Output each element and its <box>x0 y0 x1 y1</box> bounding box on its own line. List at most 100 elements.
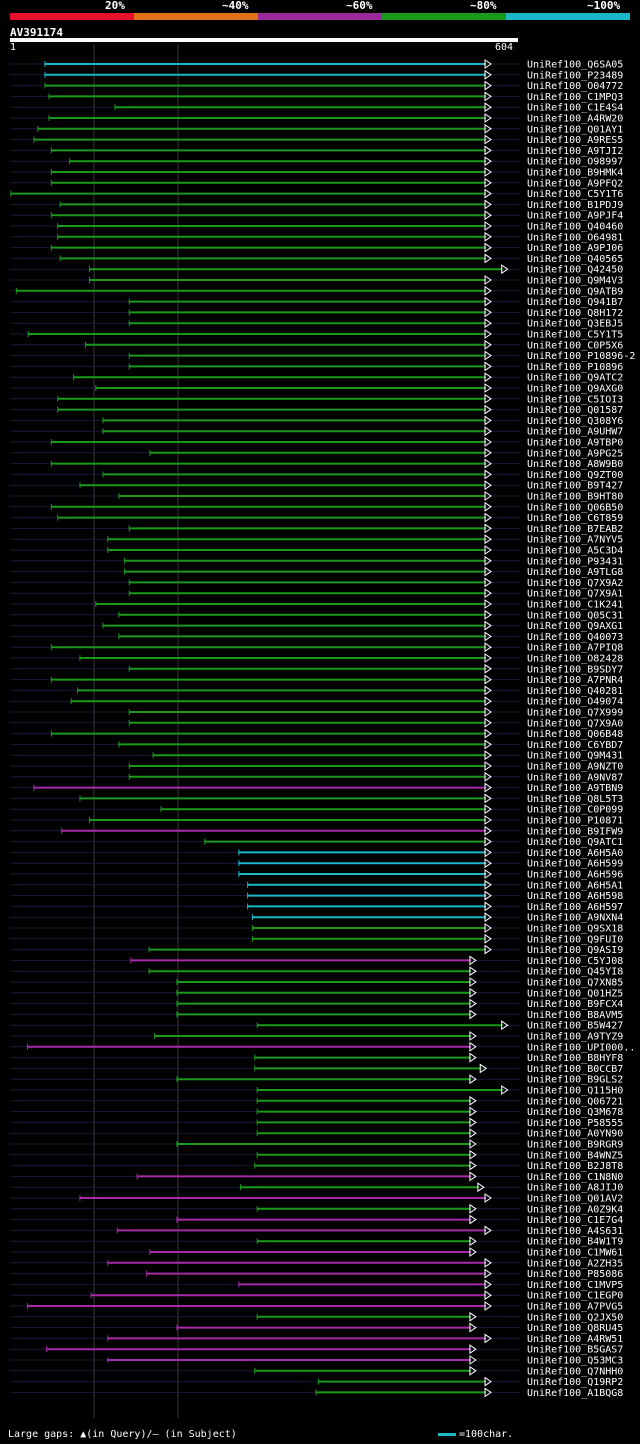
hit-label: UniRef100_Q9ZT00 <box>527 470 623 481</box>
hit-row: UniRef100_P93431 <box>10 555 623 567</box>
hit-end-arrow <box>484 761 492 771</box>
hit-row: UniRef100_Q9ATC2 <box>10 372 623 384</box>
hit-end-arrow <box>484 1290 492 1301</box>
hit-end-arrow <box>484 102 492 113</box>
hit-row: UniRef100_A9UHW7 <box>10 426 623 438</box>
hit-row: UniRef100_B9GLS2 <box>10 1074 623 1086</box>
hit-end-arrow <box>484 59 492 69</box>
hit-end-arrow <box>484 750 492 761</box>
hit-label: UniRef100_A9TYZ9 <box>527 1032 623 1043</box>
hit-label: UniRef100_Q06B50 <box>527 502 623 513</box>
hit-label: UniRef100_A1BQG8 <box>527 1388 623 1399</box>
hit-end-arrow <box>469 1214 477 1225</box>
hit-row: UniRef100_A9NV87 <box>10 771 623 783</box>
hit-label: UniRef100_C5YJ08 <box>527 956 623 967</box>
hit-end-arrow <box>469 1236 477 1247</box>
hit-label: UniRef100_B9T427 <box>527 481 623 492</box>
hit-row: UniRef100_A9TYZ9 <box>10 1031 623 1043</box>
hit-end-arrow <box>469 987 477 998</box>
hit-row: UniRef100_O49074 <box>10 696 623 708</box>
hit-row: UniRef100_O04772 <box>10 80 623 92</box>
hit-end-arrow <box>484 447 492 458</box>
hit-end-arrow <box>484 923 492 933</box>
hit-label: UniRef100_Q7NHH0 <box>527 1366 623 1377</box>
hit-row: UniRef100_C1EGP0 <box>10 1290 623 1302</box>
hit-label: UniRef100_Q7X9A2 <box>527 578 623 589</box>
hit-row: UniRef100_Q115H0 <box>10 1085 623 1097</box>
hit-row: UniRef100_Q40281 <box>10 685 623 697</box>
hit-label: UniRef100_A9TBP0 <box>527 438 623 449</box>
hit-row: UniRef100_Q40460 <box>10 221 623 233</box>
hit-end-arrow <box>484 869 492 879</box>
hit-label: UniRef100_Q01AV2 <box>527 1194 623 1205</box>
hit-end-arrow <box>484 69 492 80</box>
hit-end-arrow <box>484 685 492 696</box>
hit-label: UniRef100_A6H599 <box>527 859 623 870</box>
hit-label: UniRef100_C1MVP5 <box>527 1280 623 1291</box>
hit-row: UniRef100_A8JIJ0 <box>10 1182 623 1194</box>
hit-end-arrow <box>469 1031 477 1041</box>
hit-label: UniRef100_Q40565 <box>527 254 623 265</box>
hit-end-arrow <box>484 1376 492 1387</box>
hit-end-arrow <box>484 123 492 134</box>
hit-end-arrow <box>484 793 492 804</box>
hit-row: UniRef100_A6H599 <box>10 858 623 870</box>
hit-label: UniRef100_Q2JX50 <box>527 1312 623 1323</box>
hit-label: UniRef100_Q05C31 <box>527 610 623 621</box>
hit-label: UniRef100_A7PNR4 <box>527 675 623 686</box>
hit-label: UniRef100_C1E7G4 <box>527 1215 623 1226</box>
hit-end-arrow <box>484 782 492 793</box>
hit-label: UniRef100_Q9SX18 <box>527 924 623 935</box>
legend-label-1: 20% <box>105 0 125 12</box>
hit-row: UniRef100_A9TBP0 <box>10 437 623 449</box>
hit-row: UniRef100_B9IFW9 <box>10 825 623 837</box>
hit-label: UniRef100_A0YN90 <box>527 1129 623 1140</box>
legend-segment-1 <box>10 13 134 20</box>
hit-row: UniRef100_C6YBD7 <box>10 739 623 751</box>
hit-label: UniRef100_A9NZT0 <box>527 762 623 773</box>
scale-legend: =100char. <box>438 1429 513 1440</box>
hit-row: UniRef100_A7PIQ8 <box>10 642 623 654</box>
identity-color-legend: 20% ~40% ~60% ~80% ~100% <box>0 0 640 22</box>
hit-label: UniRef100_A9PJF4 <box>527 211 623 222</box>
hit-label: UniRef100_A9NV87 <box>527 772 623 783</box>
hit-end-arrow <box>469 1117 477 1128</box>
hit-row: UniRef100_A5C3D4 <box>10 545 623 557</box>
hit-label: UniRef100_C1E4S4 <box>527 103 623 114</box>
hit-end-arrow <box>484 577 492 588</box>
hit-end-arrow <box>484 512 492 523</box>
hit-label: UniRef100_A4RW20 <box>527 114 623 125</box>
hit-label: UniRef100_Q9FUI0 <box>527 934 623 945</box>
hit-end-arrow <box>484 890 492 901</box>
hit-label: UniRef100_Q01AY1 <box>527 124 623 135</box>
hit-label: UniRef100_A2ZH35 <box>527 1258 623 1269</box>
hit-label: UniRef100_Q8H172 <box>527 308 623 319</box>
hit-row: UniRef100_C1N8N0 <box>10 1171 623 1183</box>
hit-row: UniRef100_O82428 <box>10 653 623 665</box>
hit-label: UniRef100_Q40073 <box>527 632 623 643</box>
hit-row: UniRef100_A4RW51 <box>10 1333 623 1345</box>
hit-label: UniRef100_C1MPQ3 <box>527 92 623 103</box>
hit-label: UniRef100_A8JIJ0 <box>527 1183 623 1194</box>
hit-row: UniRef100_C1K241 <box>10 599 623 611</box>
hit-row: UniRef100_P10871 <box>10 815 623 827</box>
hit-label: UniRef100_P10896-2 <box>527 351 635 362</box>
hit-row: UniRef100_A2ZH35 <box>10 1257 623 1269</box>
hit-row: UniRef100_Q9AXG0 <box>10 383 623 395</box>
legend-segment-3 <box>258 13 382 20</box>
hit-row: UniRef100_Q7X999 <box>10 707 623 719</box>
hit-row: UniRef100_A9TBN9 <box>10 782 623 794</box>
hit-row: UniRef100_Q53MC3 <box>10 1355 623 1367</box>
hit-end-arrow <box>484 156 492 167</box>
hit-row: UniRef100_Q9M431 <box>10 750 623 762</box>
hit-row: UniRef100_Q06721 <box>10 1095 623 1107</box>
scale-label: =100char. <box>459 1429 514 1440</box>
hit-end-arrow <box>484 1193 492 1203</box>
hit-end-arrow <box>469 1074 477 1085</box>
hit-label: UniRef100_C5IOI3 <box>527 394 623 405</box>
hit-row: UniRef100_Q9ATC1 <box>10 836 623 848</box>
hit-label: UniRef100_B2J8T8 <box>527 1161 623 1172</box>
hit-end-arrow <box>484 1268 492 1279</box>
hit-row: UniRef100_Q45YI8 <box>10 966 623 978</box>
hit-label: UniRef100_B9GLS2 <box>527 1075 623 1086</box>
